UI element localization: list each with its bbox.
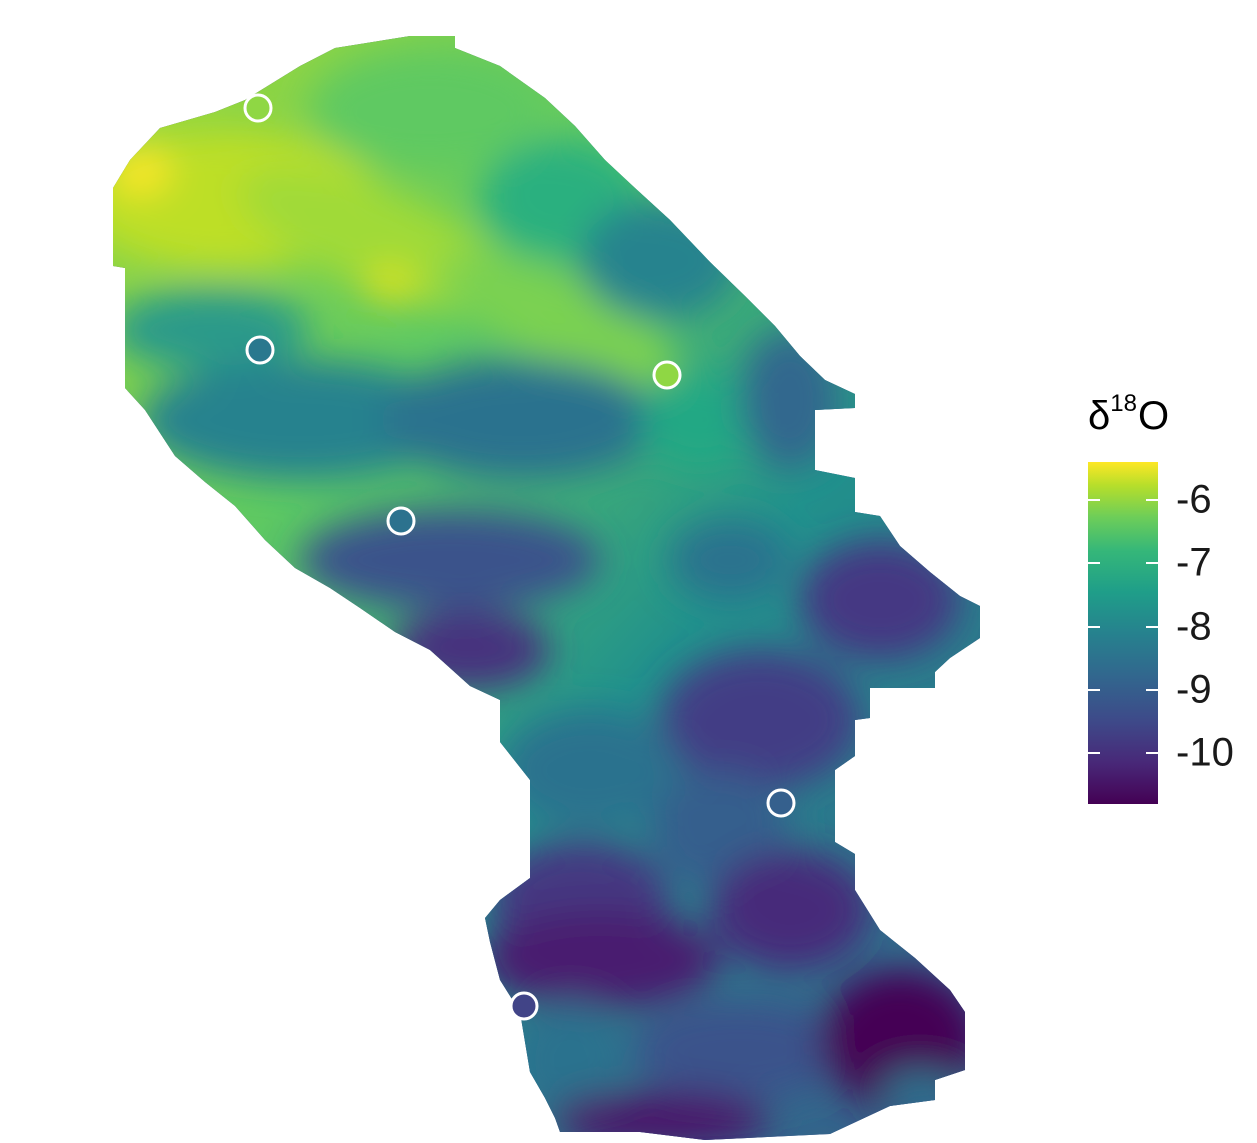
colorbar-tick — [1088, 625, 1100, 628]
colorbar-tick — [1146, 752, 1158, 755]
colorbar-tick — [1088, 562, 1100, 565]
colorbar-tick — [1088, 689, 1100, 691]
colorbar — [1088, 462, 1158, 804]
site-marker — [652, 360, 682, 390]
colorbar-tick-label: -7 — [1176, 540, 1212, 585]
site-marker — [386, 506, 416, 536]
site-marker — [766, 788, 796, 818]
isoscape-map — [113, 36, 980, 1140]
color-legend: δ18O -6 -7 -8 -9 -10 — [1080, 390, 1257, 820]
colorbar-tick — [1088, 499, 1100, 501]
isoscape-raster — [113, 36, 980, 1140]
colorbar-tick-label: -8 — [1176, 604, 1212, 649]
colorbar-tick — [1146, 625, 1158, 628]
colorbar-tick — [1088, 752, 1100, 755]
colorbar-tick-label: -6 — [1176, 477, 1212, 522]
colorbar-tick-label: -10 — [1176, 730, 1234, 775]
site-marker — [245, 335, 275, 365]
site-markers — [243, 93, 796, 1021]
legend-title: δ18O — [1088, 390, 1170, 438]
colorbar-tick — [1146, 562, 1158, 565]
site-marker — [243, 93, 273, 123]
colorbar-tick-label: -9 — [1176, 667, 1212, 712]
colorbar-tick — [1146, 689, 1158, 691]
colorbar-tick — [1146, 499, 1158, 501]
site-marker — [509, 991, 539, 1021]
